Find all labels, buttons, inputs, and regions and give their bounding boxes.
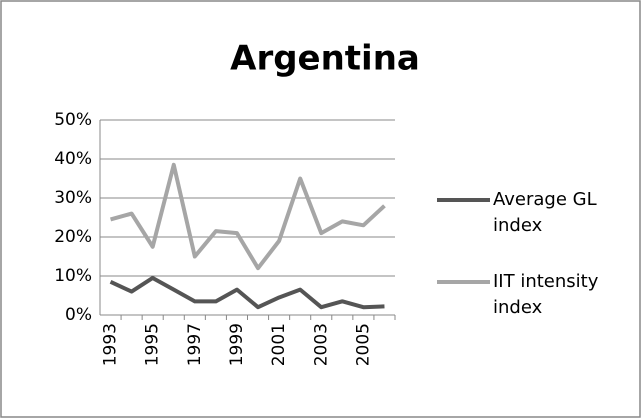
data-line	[109, 275, 385, 310]
legend-label: Average GL index	[493, 189, 597, 236]
x-tick-label: 1999	[227, 323, 247, 366]
x-tick-label: 2001	[269, 323, 289, 366]
y-tick-label: 0%	[65, 305, 92, 325]
y-tick-label: 40%	[54, 149, 92, 169]
x-tick-label: 1993	[101, 323, 121, 366]
x-tick-label: 2005	[353, 323, 373, 366]
x-tick-label: 1997	[185, 323, 205, 366]
y-tick-label: 30%	[54, 188, 92, 208]
chart-title: Argentina	[230, 39, 420, 79]
x-tick-label: 1995	[143, 323, 163, 366]
legend-label: IIT intensity index	[493, 271, 599, 318]
y-tick-label: 20%	[54, 227, 92, 247]
x-tick-label: 2003	[311, 323, 331, 366]
y-tick-label: 50%	[54, 110, 92, 130]
y-tick-label: 10%	[54, 266, 92, 286]
data-line	[110, 162, 386, 271]
